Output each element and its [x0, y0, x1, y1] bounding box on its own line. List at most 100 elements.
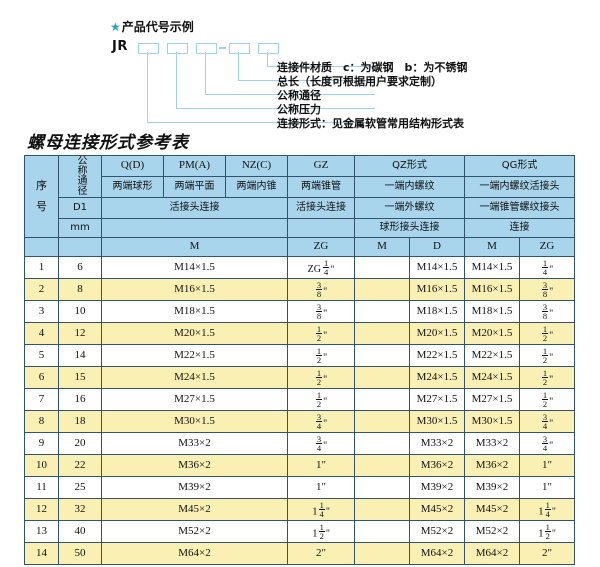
cell-seq-no: 10: [24, 454, 59, 477]
header-seq-no-top: 序: [36, 178, 47, 192]
cell-qz-d: M30×1.5: [408, 410, 466, 433]
header-unit-qg-m: M: [464, 237, 521, 257]
code-box-3: [196, 43, 217, 54]
cell-qg-m: M39×2: [464, 476, 521, 499]
cell-nominal-diameter: 6: [58, 256, 102, 279]
annotation-pressure: 公称压力: [277, 103, 321, 116]
cell-nominal-diameter: 16: [58, 388, 102, 411]
leader-line-3-horizontal: [205, 94, 375, 96]
cell-qg-zg: 1 2 ": [519, 366, 576, 389]
cell-qz-d: M16×1.5: [408, 278, 466, 301]
cell-nominal-diameter: 8: [58, 278, 102, 301]
header-desc-qz: 一端内螺纹: [353, 176, 466, 198]
table-row: 4 12 M20×1.5 1 2 " M20×1.5 M20×1.5 1 2 ": [24, 322, 576, 345]
cell-qg-zg: 1": [519, 454, 576, 477]
table-header: 序 号 公称通径 Q(D) PM(A) NZ(C) GZ QZ形式 QG形式 两…: [24, 154, 576, 257]
header-dn-unit: mm: [58, 218, 102, 238]
annotation-length: 总长（长度可根据用户要求定制）: [277, 75, 442, 88]
cell-qg-m: M14×1.5: [464, 256, 521, 279]
cell-thread-m: M18×1.5: [101, 300, 288, 323]
table-body: 1 6 M14×1.5 ZG 1 4 " M14×1.5 M14×1.5 1 4 " 2 8 M16×1.5…: [24, 256, 576, 565]
table-row: 2 8 M16×1.5 3 8 " M16×1.5 M16×1.5 3 8 ": [24, 278, 576, 301]
cell-qz-d: M14×1.5: [408, 256, 466, 279]
leader-line-2-vertical: [238, 52, 240, 81]
cell-nominal-diameter: 10: [58, 300, 102, 323]
header-dn-spacer: [58, 237, 102, 257]
cell-qz-d: M27×1.5: [408, 388, 466, 411]
cell-seq-no: 13: [24, 520, 59, 543]
header-desc-qd: 两端球形: [101, 176, 164, 198]
cell-nominal-diameter: 20: [58, 432, 102, 455]
cell-thread-m: M14×1.5: [101, 256, 288, 279]
cell-thread-m: M16×1.5: [101, 278, 288, 301]
cell-qz-d: M52×2: [408, 520, 466, 543]
header-group-qg: QG形式: [464, 155, 576, 177]
cell-thread-m: M36×2: [101, 454, 288, 477]
code-box-4: [229, 43, 250, 54]
cell-qg-m: M24×1.5: [464, 366, 521, 389]
cell-nominal-diameter: 40: [58, 520, 102, 543]
cell-seq-no: 14: [24, 542, 59, 565]
cell-qg-m: M20×1.5: [464, 322, 521, 345]
cell-qg-zg: 1 2 ": [519, 344, 576, 367]
annotation-connection-type: 连接形式：见金属软管常用结构形式表: [277, 117, 464, 130]
code-dash: [219, 47, 226, 49]
header-nominal-diameter-label: 公称通径: [75, 154, 86, 195]
header-conn2-gz: [287, 218, 355, 238]
cell-gz-zg: 1 1 2 ": [287, 520, 355, 543]
header-nominal-diameter: 公称通径: [58, 154, 102, 198]
cell-qz-m: [354, 278, 410, 301]
cell-seq-no: 9: [24, 432, 59, 455]
cell-qg-m: M36×2: [464, 454, 521, 477]
cell-gz-zg: 1 2 ": [287, 366, 355, 389]
cell-qz-m: [354, 388, 410, 411]
table-row: 11 25 M39×2 1" M39×2 M39×2 1": [24, 476, 576, 499]
cell-gz-zg: 1 2 ": [287, 322, 355, 345]
leader-line-3-vertical: [205, 52, 207, 95]
header-group-qz: QZ形式: [353, 155, 466, 177]
cell-qg-m: M30×1.5: [464, 410, 521, 433]
cell-qg-zg: 1 4 ": [519, 256, 576, 279]
leader-line-1-horizontal: [267, 66, 375, 68]
cell-qg-m: M64×2: [464, 542, 521, 565]
legend-title-text: 产品代号示例: [121, 20, 194, 34]
cell-qg-zg: 1 1 4 ": [519, 498, 576, 521]
annotation-diameter: 公称通径: [277, 89, 321, 102]
header-desc-qg: 一端内螺纹活接头: [464, 176, 576, 198]
cell-gz-zg: 1": [287, 476, 355, 499]
cell-gz-zg: 1 2 ": [287, 344, 355, 367]
header-group-nzc: NZ(C): [225, 155, 288, 177]
cell-gz-zg: 1": [287, 454, 355, 477]
cell-thread-m: M39×2: [101, 476, 288, 499]
cell-qg-zg: 3 4 ": [519, 410, 576, 433]
table-row: 10 22 M36×2 1" M36×2 M36×2 1": [24, 454, 576, 477]
cell-seq-no: 2: [24, 278, 59, 301]
cell-qz-m: [354, 432, 410, 455]
cell-qz-d: M33×2: [408, 432, 466, 455]
cell-qg-zg: 1 1 2 ": [519, 520, 576, 543]
cell-qz-m: [354, 322, 410, 345]
header-conn2-qpm-nz: [101, 218, 288, 238]
cell-qz-d: M24×1.5: [408, 366, 466, 389]
header-conn-qpm-nz: 活接头连接: [101, 197, 288, 219]
annotation-material: 连接件材质 c：为碳钢 b：为不锈钢: [277, 61, 468, 74]
header-seq-no-bottom: 号: [36, 199, 47, 213]
cell-qg-zg: 3 4 ": [519, 432, 576, 455]
table-row: 12 32 M45×2 1 1 4 " M45×2 M45×2 1 1 4 ": [24, 498, 576, 521]
cell-qg-zg: 1": [519, 476, 576, 499]
cell-thread-m: M20×1.5: [101, 322, 288, 345]
cell-qg-zg: 1 2 ": [519, 322, 576, 345]
cell-seq-no: 12: [24, 498, 59, 521]
table-row: 1 6 M14×1.5 ZG 1 4 " M14×1.5 M14×1.5 1 4 ": [24, 256, 576, 279]
cell-qz-d: M64×2: [408, 542, 466, 565]
leader-line-5-vertical: [147, 52, 149, 123]
table-row: 5 14 M22×1.5 1 2 " M22×1.5 M22×1.5 1 2 ": [24, 344, 576, 367]
cell-gz-zg: ZG 1 4 ": [287, 256, 355, 279]
cell-seq-no: 7: [24, 388, 59, 411]
header-conn-gz: 活接头连接: [287, 197, 355, 219]
table-row: 14 50 M64×2 2" M64×2 M64×2 2": [24, 542, 576, 565]
header-row-connection2: mm 球形接头连接 连接: [25, 218, 576, 238]
cell-qz-m: [354, 542, 410, 565]
leader-line-2-horizontal: [238, 80, 375, 82]
cell-qz-d: M45×2: [408, 498, 466, 521]
